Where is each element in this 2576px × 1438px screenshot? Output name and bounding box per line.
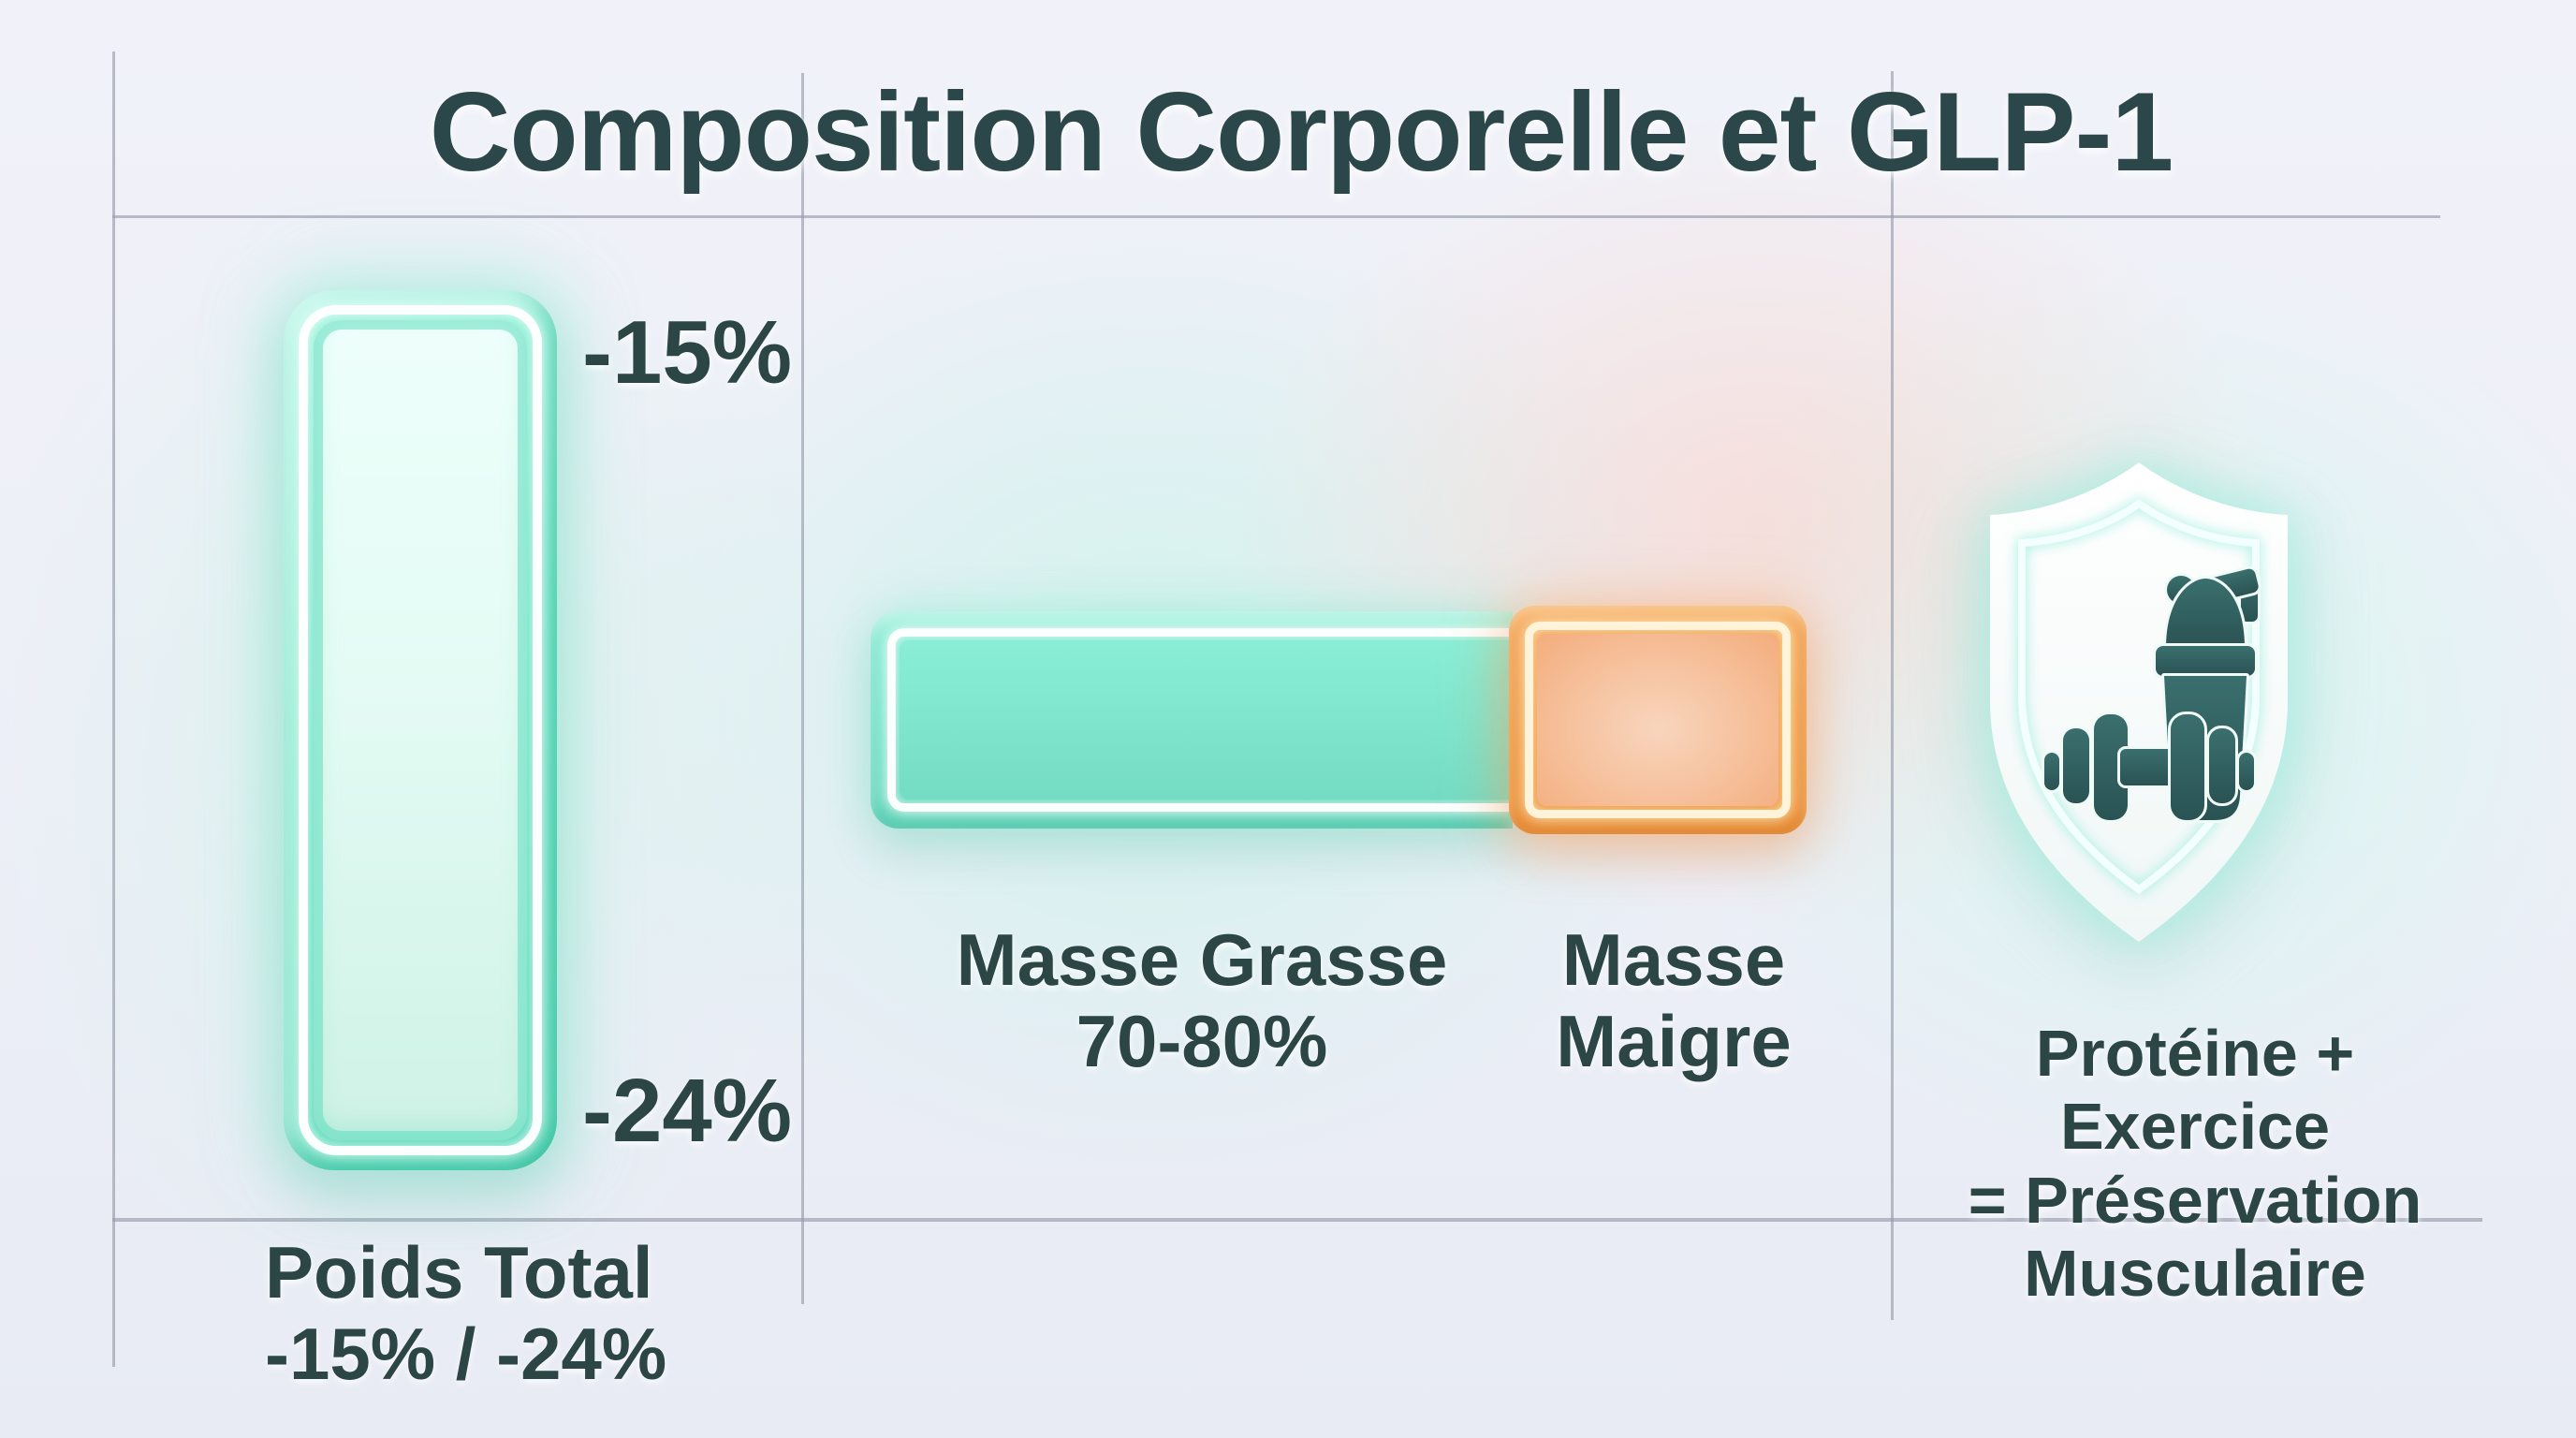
shield-inner-neon-line bbox=[2018, 499, 2260, 894]
shaker-rim bbox=[2153, 643, 2258, 679]
fat-mass-segment bbox=[871, 611, 1513, 829]
total-weight-bar-fill bbox=[314, 320, 527, 1140]
lean-mass-segment-fill bbox=[1537, 634, 1778, 806]
lean-mass-label-line2: Maigre bbox=[1556, 1000, 1792, 1083]
dumbbell-left-cap bbox=[2060, 726, 2092, 806]
fat-mass-segment-fill bbox=[900, 640, 1513, 800]
divider-horizontal-top bbox=[112, 215, 2440, 218]
fat-mass-label-line2: 70-80% bbox=[1076, 1000, 1328, 1083]
total-weight-caption-line1: Poids Total bbox=[265, 1231, 653, 1313]
shaker-lid-dome bbox=[2163, 576, 2247, 651]
dumbbell-right-end-nub bbox=[2236, 750, 2257, 793]
muscle-preservation-caption: Protéine + Exercice = Préservation Muscu… bbox=[1900, 1017, 2490, 1311]
weight-loss-top-value: -15% bbox=[582, 302, 793, 403]
total-weight-bar bbox=[284, 290, 557, 1170]
muscle-preservation-caption-line1: Protéine + Exercice bbox=[2035, 1017, 2355, 1164]
total-weight-caption: Poids Total -15% / -24% bbox=[265, 1231, 667, 1396]
divider-horizontal-bottom bbox=[112, 1218, 2482, 1222]
divider-vertical-middle bbox=[801, 73, 804, 1304]
fat-mass-label: Masse Grasse 70-80% bbox=[921, 918, 1483, 1083]
lean-mass-segment-neon-ring bbox=[1525, 622, 1791, 818]
lean-mass-segment bbox=[1509, 606, 1807, 834]
composition-stacked-bar bbox=[871, 606, 1807, 834]
fat-mass-segment-neon-ring bbox=[887, 628, 1513, 812]
dumbbell-right-cap bbox=[2206, 726, 2238, 806]
lean-mass-label-line1: Masse bbox=[1561, 918, 1786, 1001]
lean-mass-label: Masse Maigre bbox=[1486, 918, 1861, 1083]
total-weight-caption-line2: -15% / -24% bbox=[265, 1313, 667, 1396]
dumbbell-right-plate bbox=[2168, 712, 2207, 823]
page-title: Composition Corporelle et GLP-1 bbox=[429, 69, 2174, 195]
total-weight-bar-neon-ring bbox=[299, 305, 542, 1155]
weight-loss-bottom-value: -24% bbox=[582, 1061, 793, 1161]
dumbbell-left-end-nub bbox=[2042, 750, 2062, 793]
divider-vertical-left bbox=[112, 51, 115, 1367]
muscle-preservation-illustration bbox=[1966, 448, 2312, 962]
divider-vertical-right bbox=[1891, 71, 1894, 1320]
dumbbell-icon bbox=[2042, 712, 2257, 823]
shield-icon bbox=[1990, 462, 2288, 942]
muscle-preservation-caption-line2: = Préservation bbox=[1968, 1163, 2422, 1237]
fat-mass-label-line1: Masse Grasse bbox=[956, 918, 1448, 1001]
muscle-preservation-caption-line3: Musculaire bbox=[2024, 1237, 2366, 1311]
